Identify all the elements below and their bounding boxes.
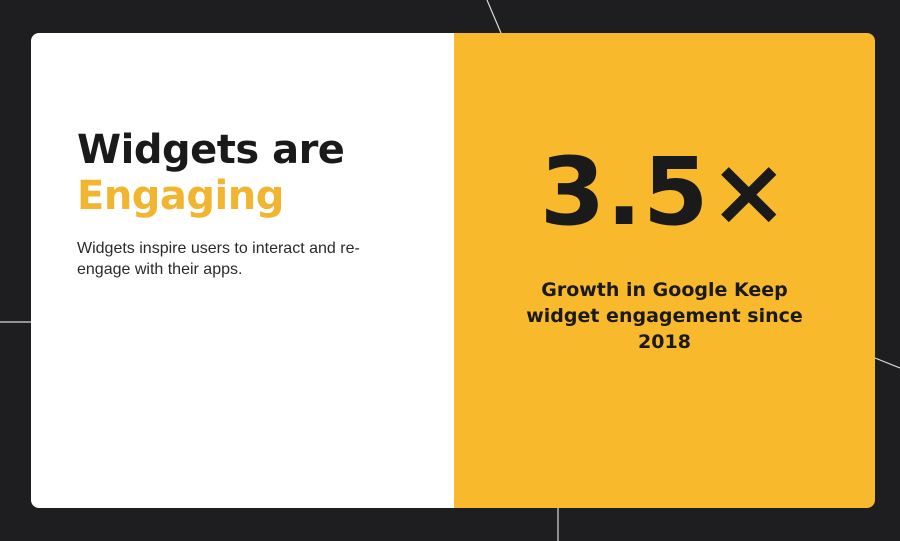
right-diagonal-line xyxy=(874,357,900,369)
description-text: Widgets inspire users to interact and re… xyxy=(77,240,360,278)
right-panel-stat: 3.5× Growth in Google Keep widget engage… xyxy=(454,33,875,508)
stat-caption: Growth in Google Keep widget engagement … xyxy=(526,279,803,353)
headline: Widgets are Engaging xyxy=(77,127,345,219)
top-diagonal-line xyxy=(486,0,502,34)
left-panel: Widgets are Engaging Widgets inspire use… xyxy=(31,33,454,508)
slide-card: Widgets are Engaging Widgets inspire use… xyxy=(31,33,875,508)
headline-line-1: Widgets are xyxy=(77,127,345,173)
headline-line-2-accent: Engaging xyxy=(77,173,284,219)
stat-value: 3.5× xyxy=(539,138,790,247)
